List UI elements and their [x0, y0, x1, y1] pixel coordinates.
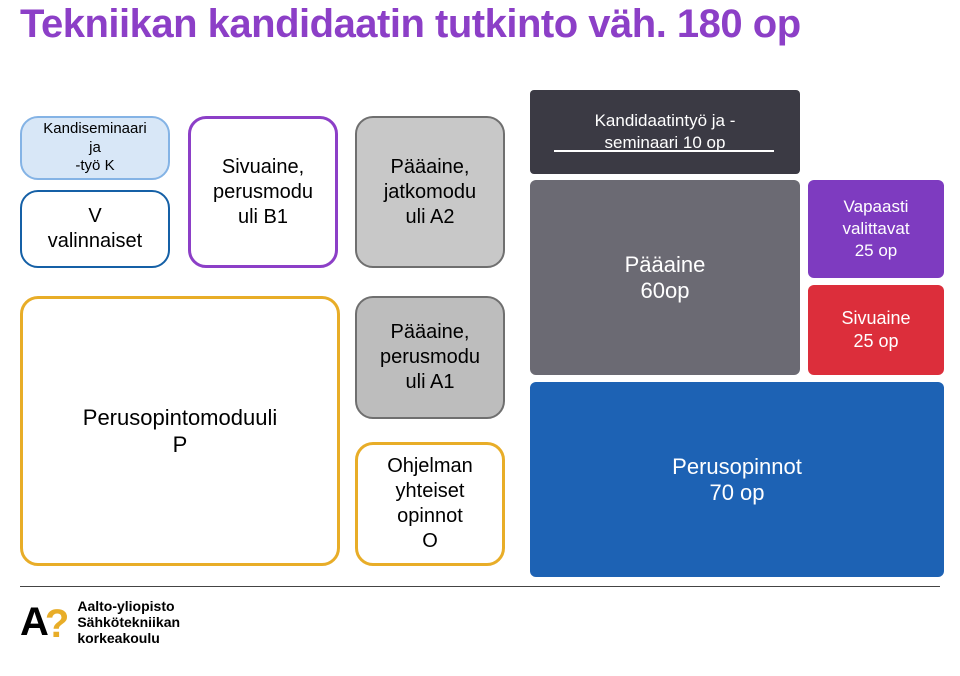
block-vapaasti: Vapaastivalittavat25 op — [808, 180, 944, 278]
footer-line1: Aalto-yliopisto — [77, 598, 180, 614]
right-blocks: Kandidaatintyö ja -seminaari 10 op Pääai… — [530, 90, 944, 580]
page-title: Tekniikan kandidaatin tutkinto väh. 180 … — [20, 2, 801, 47]
aalto-logo-icon: A? — [20, 600, 65, 645]
footer-line3: korkeakoulu — [77, 630, 180, 646]
block-sivuaine25: Sivuaine25 op — [808, 285, 944, 375]
block-vapaasti-label: Vapaastivalittavat25 op — [842, 196, 909, 262]
block-perusopinnot: Perusopinnot70 op — [530, 382, 944, 577]
box-perusopintomoduuli: PerusopintomoduuliP — [20, 296, 340, 566]
box-paaaine-a2: Pääaine,jatkomoduuli A2 — [355, 116, 505, 268]
block-paaaine-label: Pääaine60op — [625, 252, 706, 304]
footer-line2: Sähkötekniikan — [77, 614, 180, 630]
box-kandiseminaari: Kandiseminaarija-työ K — [20, 116, 170, 180]
divider-line — [554, 150, 774, 152]
footer-text: Aalto-yliopisto Sähkötekniikan korkeakou… — [77, 598, 180, 646]
block-kandityo: Kandidaatintyö ja -seminaari 10 op — [530, 90, 800, 174]
logo-question-icon: ? — [45, 602, 65, 647]
block-kandityo-label: Kandidaatintyö ja -seminaari 10 op — [595, 110, 736, 154]
box-sivuaine-b1: Sivuaine,perusmoduuli B1 — [188, 116, 338, 268]
block-sivuaine25-label: Sivuaine25 op — [841, 307, 910, 354]
box-valinnaiset: Vvalinnaiset — [20, 190, 170, 268]
block-paaaine: Pääaine60op — [530, 180, 800, 375]
logo-letter-a: A — [20, 600, 45, 645]
horizontal-rule — [20, 586, 940, 587]
box-ohjelman-yhteiset: OhjelmanyhteisetopinnotO — [355, 442, 505, 566]
footer-logo: A? Aalto-yliopisto Sähkötekniikan korkea… — [20, 598, 180, 646]
block-perusopinnot-label: Perusopinnot70 op — [672, 454, 802, 506]
left-diagram: Kandiseminaarija-työ K Vvalinnaiset Sivu… — [20, 110, 512, 580]
box-paaaine-a1: Pääaine,perusmoduuli A1 — [355, 296, 505, 419]
